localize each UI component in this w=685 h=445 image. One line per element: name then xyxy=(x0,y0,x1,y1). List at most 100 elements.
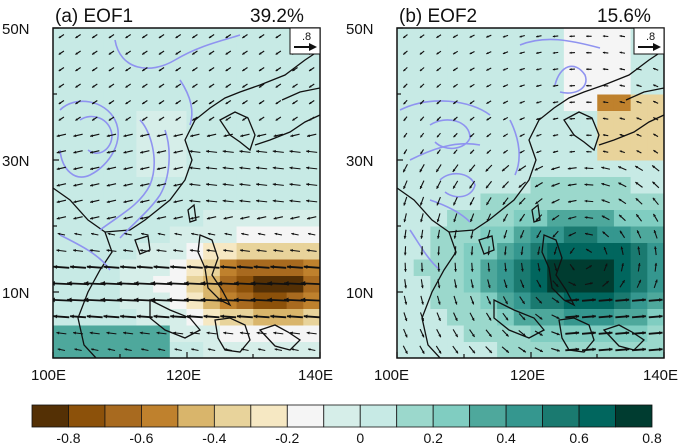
panel-b-vector xyxy=(584,166,594,170)
panel-b-vector xyxy=(469,312,475,321)
panel-b-vector xyxy=(469,100,475,105)
panel-b-vector xyxy=(601,199,610,204)
panel-a-vector xyxy=(156,183,167,187)
panel-b-vector xyxy=(535,296,543,304)
panel-b-vector xyxy=(402,50,408,55)
panel-b-vector xyxy=(615,347,630,352)
panel-b-vector xyxy=(520,246,524,256)
panel-a-vector xyxy=(275,34,282,39)
panel-a-vector xyxy=(107,232,116,236)
panel-a-vector xyxy=(75,67,81,72)
panel-a-vector xyxy=(223,216,233,220)
panel-a-vector xyxy=(306,199,318,203)
panel-a-vector xyxy=(75,116,81,121)
panel-b-vector xyxy=(452,100,458,105)
panel-a-vector xyxy=(258,50,265,55)
panel-a-vector xyxy=(107,348,116,352)
panel-a-vector xyxy=(120,314,137,319)
panel-b-vector xyxy=(503,279,508,289)
panel-b-vector xyxy=(598,331,613,335)
panel-b-vector xyxy=(519,133,525,137)
panel-a-vector xyxy=(289,149,301,154)
panel-a-vector xyxy=(256,133,267,138)
panel-b-field xyxy=(397,28,664,358)
panel-a-vector xyxy=(158,50,165,55)
panel-b-vector xyxy=(648,314,663,319)
panel-b-vector xyxy=(519,84,525,88)
panel-b-vector xyxy=(603,246,608,255)
panel-a-vector xyxy=(208,34,215,39)
panel-a-vector xyxy=(191,50,198,55)
panel-a-vector xyxy=(156,133,167,138)
panel-b-vector xyxy=(501,346,510,354)
panel-a-vector xyxy=(141,348,149,352)
colorbar-label: 0.6 xyxy=(569,430,589,445)
panel-a-vector xyxy=(189,182,201,187)
panel-b-vector xyxy=(602,280,610,287)
panel-a-vector xyxy=(239,331,250,335)
panel-b-vector xyxy=(486,295,492,305)
panel-a-vector xyxy=(141,116,148,121)
panel-a-vector xyxy=(290,216,300,220)
panel-a-vector xyxy=(223,133,233,138)
panel-b-vector xyxy=(502,296,509,305)
panel-b-vector xyxy=(648,331,663,335)
panel-a-vector xyxy=(141,100,148,105)
panel-b-vector xyxy=(652,117,659,121)
panel-b-vector xyxy=(636,67,642,71)
panel-a-ylabel-30n: 30N xyxy=(2,153,30,170)
panel-a-vector xyxy=(292,116,298,121)
panel-a-vector xyxy=(140,183,150,187)
panel-b-vector xyxy=(436,295,441,305)
panel-a-vector xyxy=(239,166,251,170)
panel-b-vector xyxy=(435,164,442,173)
panel-b-vector xyxy=(569,117,575,120)
panel-b-vector xyxy=(403,149,408,155)
panel-a-vector xyxy=(56,199,67,204)
panel-a-vector xyxy=(123,331,134,335)
panel-b-vector xyxy=(519,51,525,55)
panel-a-vector xyxy=(53,264,70,269)
panel-a-vector xyxy=(225,34,232,39)
panel-b-vector xyxy=(453,312,458,322)
panel-a-vector xyxy=(307,232,316,236)
panel-b-vector xyxy=(620,246,624,255)
panel-a-vector xyxy=(290,133,300,138)
panel-b-vector xyxy=(469,329,476,338)
panel-b-coastline xyxy=(397,49,664,358)
panel-b-vector xyxy=(552,51,559,54)
panel-a-vector xyxy=(208,83,215,88)
panel-b-vector xyxy=(436,149,441,155)
panel-a-ref-arrow xyxy=(294,43,317,51)
panel-a-vector xyxy=(58,34,65,39)
panel-a-vector xyxy=(203,314,220,319)
panel-b-vector xyxy=(552,68,559,71)
panel-a-vector xyxy=(224,348,232,352)
panel-b-vector xyxy=(552,230,559,238)
panel-b-vector xyxy=(519,213,526,222)
panel-a-vector xyxy=(125,67,131,72)
panel-a-vector xyxy=(90,232,99,236)
panel-a-vector xyxy=(53,314,70,319)
panel-a-vector xyxy=(157,348,166,352)
panel-a-vector xyxy=(123,248,134,252)
panel-b-vector xyxy=(420,213,424,223)
panel-b-vector xyxy=(453,149,458,155)
panel-a-vector xyxy=(205,166,218,170)
panel-b-vector xyxy=(635,197,643,205)
panel-a-vector xyxy=(236,264,253,269)
panel-b-vector xyxy=(503,229,508,239)
panel-a-vector xyxy=(157,232,166,236)
panel-a-vector xyxy=(173,133,183,138)
panel-b-vector xyxy=(502,213,509,222)
panel-a-vector xyxy=(58,83,65,88)
panel-b-vector xyxy=(502,51,509,55)
panel-a-vector xyxy=(173,150,183,154)
panel-a-vector xyxy=(306,166,318,170)
panel-b: .8 50N 30N 10N 100E 120E 140E (b) EOF2 1… xyxy=(346,6,678,384)
panel-a-vector xyxy=(156,199,167,204)
panel-b-vector xyxy=(619,150,626,154)
panel-b-vector xyxy=(586,150,592,153)
panel-b-vector xyxy=(487,262,491,272)
